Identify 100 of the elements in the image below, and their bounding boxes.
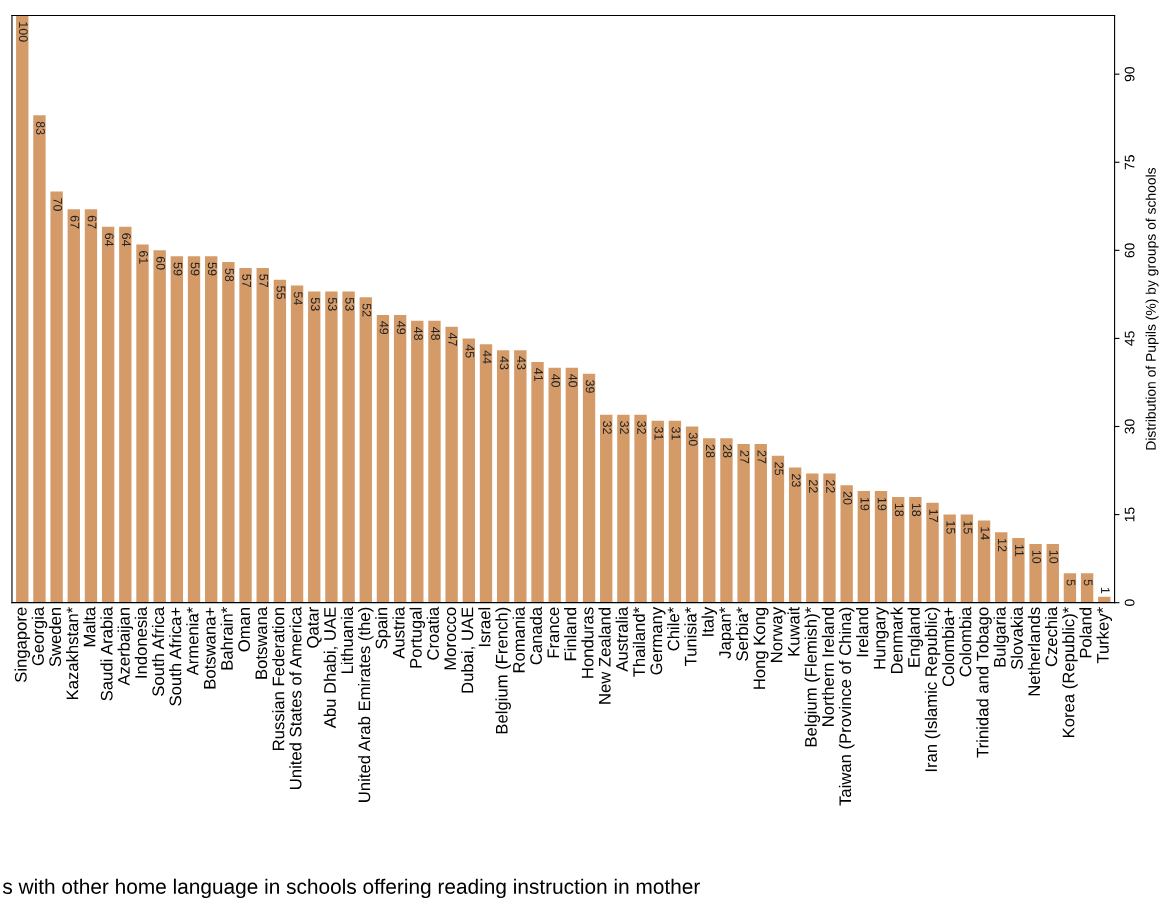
data-label: 100: [18, 22, 28, 42]
bar: [720, 438, 733, 603]
x-tick-label: Honduras: [581, 607, 594, 678]
data-label: 70: [53, 198, 63, 211]
bar: [256, 267, 269, 603]
data-label: 61: [139, 250, 148, 264]
data-label: 55: [276, 286, 286, 299]
x-tick-label: Saudi Arabia: [100, 606, 113, 701]
x-tick-label: Singapore: [14, 607, 31, 683]
data-label: 12: [998, 539, 1007, 552]
bar: [926, 502, 939, 603]
x-tick-label: Denmark: [890, 606, 903, 674]
y-tick-label: 45: [1124, 331, 1135, 346]
bar: [1046, 543, 1059, 603]
data-label: 43: [516, 356, 526, 370]
data-label: 58: [225, 268, 234, 282]
data-label: 41: [534, 368, 543, 382]
bar: [514, 350, 527, 603]
data-label: 48: [431, 326, 440, 341]
data-label: 5: [1066, 579, 1076, 586]
bar: [33, 115, 46, 603]
bar: [496, 350, 510, 603]
bar: [685, 426, 699, 603]
x-tick-label: Sweden: [48, 607, 62, 667]
bar: [771, 455, 785, 603]
x-tick-label: South Africa+: [169, 607, 182, 706]
x-tick-label: Turkey*: [1096, 607, 1113, 664]
bar: [703, 438, 716, 603]
bar: [943, 514, 956, 603]
data-label: 10: [1032, 550, 1042, 564]
data-label: 31: [671, 426, 681, 440]
bar: [548, 367, 561, 603]
data-label: 83: [36, 121, 45, 135]
bar: [634, 414, 647, 603]
x-tick-label: Canada: [529, 606, 542, 665]
bar: [840, 485, 853, 603]
data-label: 54: [293, 291, 303, 305]
bar: [977, 520, 991, 603]
x-tick-label: South Africa: [151, 606, 165, 696]
bar: [600, 414, 613, 603]
y-tick-label: 0: [1124, 599, 1135, 606]
x-tick-label: Abu Dhabi, UAE: [323, 607, 338, 729]
bar: [617, 414, 630, 603]
x-tick-label: Northern Ireland: [821, 607, 834, 726]
y-tick-label: 75: [1124, 155, 1135, 170]
bar: [1029, 543, 1042, 603]
data-label: 11: [1015, 544, 1024, 557]
bar: [651, 420, 664, 603]
x-tick-label: Indonesia: [134, 606, 147, 678]
x-tick-label: Spain: [375, 607, 391, 649]
x-tick-label: Qatar: [306, 607, 322, 648]
data-label: 19: [860, 497, 870, 511]
bar: [995, 532, 1008, 603]
bar: [101, 226, 115, 603]
data-label: 53: [310, 297, 320, 311]
bar: [239, 267, 252, 603]
bar: [359, 297, 372, 603]
data-label: 28: [723, 444, 732, 458]
data-label: 39: [585, 380, 595, 393]
data-label: 47: [448, 332, 458, 346]
bar: [428, 320, 441, 603]
data-label: 28: [705, 444, 715, 458]
data-label: 22: [809, 479, 818, 493]
x-tick-label: Korea (Republic)*: [1062, 607, 1078, 737]
data-label: 67: [87, 215, 97, 229]
text: s with other home language in schools offering reading instruction in mother: [2, 878, 700, 899]
data-label: 40: [551, 373, 561, 388]
x-tick-label: Kazakhstan*: [66, 607, 79, 700]
x-tick-label: Japan*: [719, 607, 735, 659]
bar: [668, 420, 682, 603]
x-tick-label: Dubai, UAE: [461, 607, 476, 693]
x-tick-label: Botswana+: [204, 607, 216, 689]
bar: [325, 291, 338, 603]
bar: [170, 256, 184, 603]
bar: [222, 262, 235, 603]
bar: [1012, 538, 1025, 603]
data-label: 32: [620, 421, 629, 434]
x-tick-label: Russian Federation: [272, 607, 285, 750]
data-label: 44: [482, 350, 492, 364]
x-tick-label: Trinidad and Tobago: [976, 607, 992, 758]
data-label: 10: [1049, 550, 1059, 564]
data-label: 43: [499, 356, 509, 370]
data-label: 52: [362, 303, 372, 317]
data-label: 45: [465, 344, 475, 358]
data-label: 19: [877, 497, 887, 511]
bar: [823, 473, 836, 603]
bar: [376, 314, 390, 603]
data-label: 15: [946, 521, 956, 534]
x-tick-label: Serbia*: [735, 607, 749, 661]
data-label: 49: [379, 321, 389, 335]
data-label: 1: [1101, 587, 1110, 594]
x-tick-label: Ireland: [856, 607, 869, 657]
data-label: 53: [328, 297, 337, 311]
bar: [445, 326, 458, 603]
data-label: 22: [826, 479, 835, 493]
data-label: 31: [654, 426, 664, 440]
data-label: 20: [843, 491, 853, 505]
bar: [909, 496, 922, 603]
bar: [892, 496, 905, 603]
data-label: 67: [70, 215, 80, 229]
